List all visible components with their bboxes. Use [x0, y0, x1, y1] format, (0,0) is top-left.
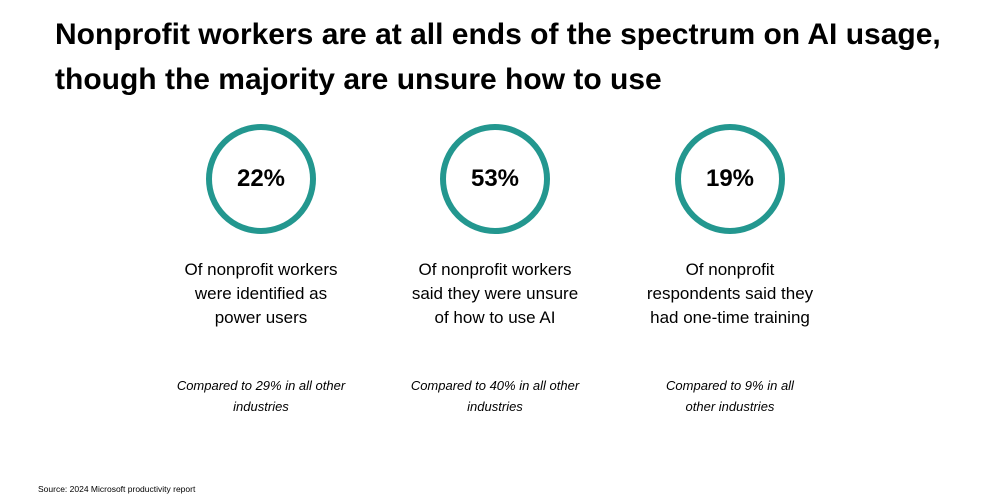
stat-ring: 53%: [440, 124, 550, 234]
page-title: Nonprofit workers are at all ends of the…: [55, 18, 941, 96]
stat-comparison: Compared to 9% in all other industries: [666, 378, 794, 414]
stat-value: 22%: [236, 165, 286, 192]
stat-ring: 22%: [206, 124, 316, 234]
stat-description: Of nonprofit workers said they were unsu…: [411, 260, 579, 327]
stat-description: Of nonprofit respondents said they had o…: [646, 260, 814, 327]
stat-description: Of nonprofit workers were identified as …: [184, 260, 338, 327]
source-footnote: Source: 2024 Microsoft productivity repo…: [38, 484, 196, 494]
stat-value: 19%: [705, 165, 755, 192]
stat-card-power-users: 22% Of nonprofit workers were identified…: [146, 124, 376, 417]
stat-ring: 19%: [675, 124, 785, 234]
stat-card-training: 19% Of nonprofit respondents said they h…: [615, 124, 845, 417]
stat-value: 53%: [470, 165, 520, 192]
stat-comparison: Compared to 40% in all other industries: [410, 378, 580, 414]
stat-card-unsure: 53% Of nonprofit workers said they were …: [380, 124, 610, 417]
stat-comparison: Compared to 29% in all other industries: [176, 378, 346, 414]
